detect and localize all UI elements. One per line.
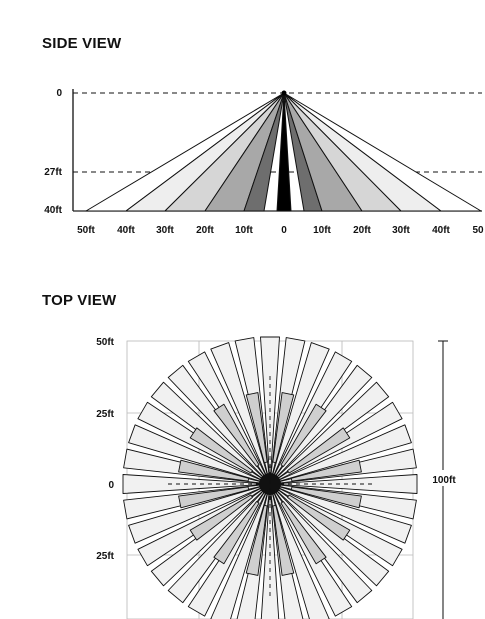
side-y-label-27ft: 27ft bbox=[44, 167, 62, 178]
side-x-label: 40ft bbox=[117, 225, 135, 236]
top-short-beam bbox=[280, 403, 327, 467]
side-x-label: 20ft bbox=[196, 225, 214, 236]
side-x-label: 10ft bbox=[313, 225, 331, 236]
top-short-beam bbox=[213, 403, 260, 467]
top-short-beam bbox=[290, 459, 362, 482]
top-short-beam bbox=[213, 501, 260, 565]
dimension-label-bg bbox=[427, 470, 461, 486]
side-x-label: 10ft bbox=[235, 225, 253, 236]
top-short-beam bbox=[189, 427, 253, 474]
top-view-beams bbox=[122, 336, 418, 619]
top-short-beam bbox=[280, 501, 327, 565]
side-x-label: 50ft bbox=[77, 225, 95, 236]
side-beam bbox=[283, 92, 482, 212]
side-y-label-0: 0 bbox=[56, 88, 62, 99]
top-short-beam bbox=[287, 427, 351, 474]
top-view-title: TOP VIEW bbox=[42, 292, 117, 309]
top-view: TOP VIEW 50ft 25ft 0 25ft 100ft bbox=[42, 292, 461, 619]
side-x-label: 50 bbox=[472, 225, 484, 236]
top-short-beam bbox=[178, 459, 250, 482]
side-x-label: 30ft bbox=[392, 225, 410, 236]
top-short-beam bbox=[189, 494, 253, 541]
top-short-beam bbox=[245, 392, 268, 464]
top-short-beam bbox=[287, 494, 351, 541]
side-y-label-40ft: 40ft bbox=[44, 205, 62, 216]
top-short-beam bbox=[245, 504, 268, 576]
top-y-label-0: 0 bbox=[108, 480, 114, 491]
side-beam bbox=[276, 92, 292, 212]
top-y-label-25ft: 25ft bbox=[96, 409, 114, 420]
side-x-label: 20ft bbox=[353, 225, 371, 236]
side-view-title: SIDE VIEW bbox=[42, 35, 122, 52]
top-short-beam bbox=[290, 486, 362, 509]
side-x-label: 40ft bbox=[432, 225, 450, 236]
side-view-beams bbox=[85, 90, 482, 212]
side-beam bbox=[243, 92, 285, 212]
side-x-label: 0 bbox=[281, 225, 287, 236]
sensor-point bbox=[281, 90, 287, 96]
top-short-beam bbox=[272, 504, 295, 576]
side-x-label: 30ft bbox=[156, 225, 174, 236]
top-short-beam bbox=[272, 392, 295, 464]
top-y-label-25ft: 25ft bbox=[96, 551, 114, 562]
side-view: SIDE VIEW 0 27ft 40ft 50ft 40ft 30ft 20f… bbox=[42, 35, 484, 236]
top-short-beam bbox=[178, 486, 250, 509]
top-y-label-50ft: 50ft bbox=[96, 337, 114, 348]
dimension-label: 100ft bbox=[432, 475, 456, 486]
